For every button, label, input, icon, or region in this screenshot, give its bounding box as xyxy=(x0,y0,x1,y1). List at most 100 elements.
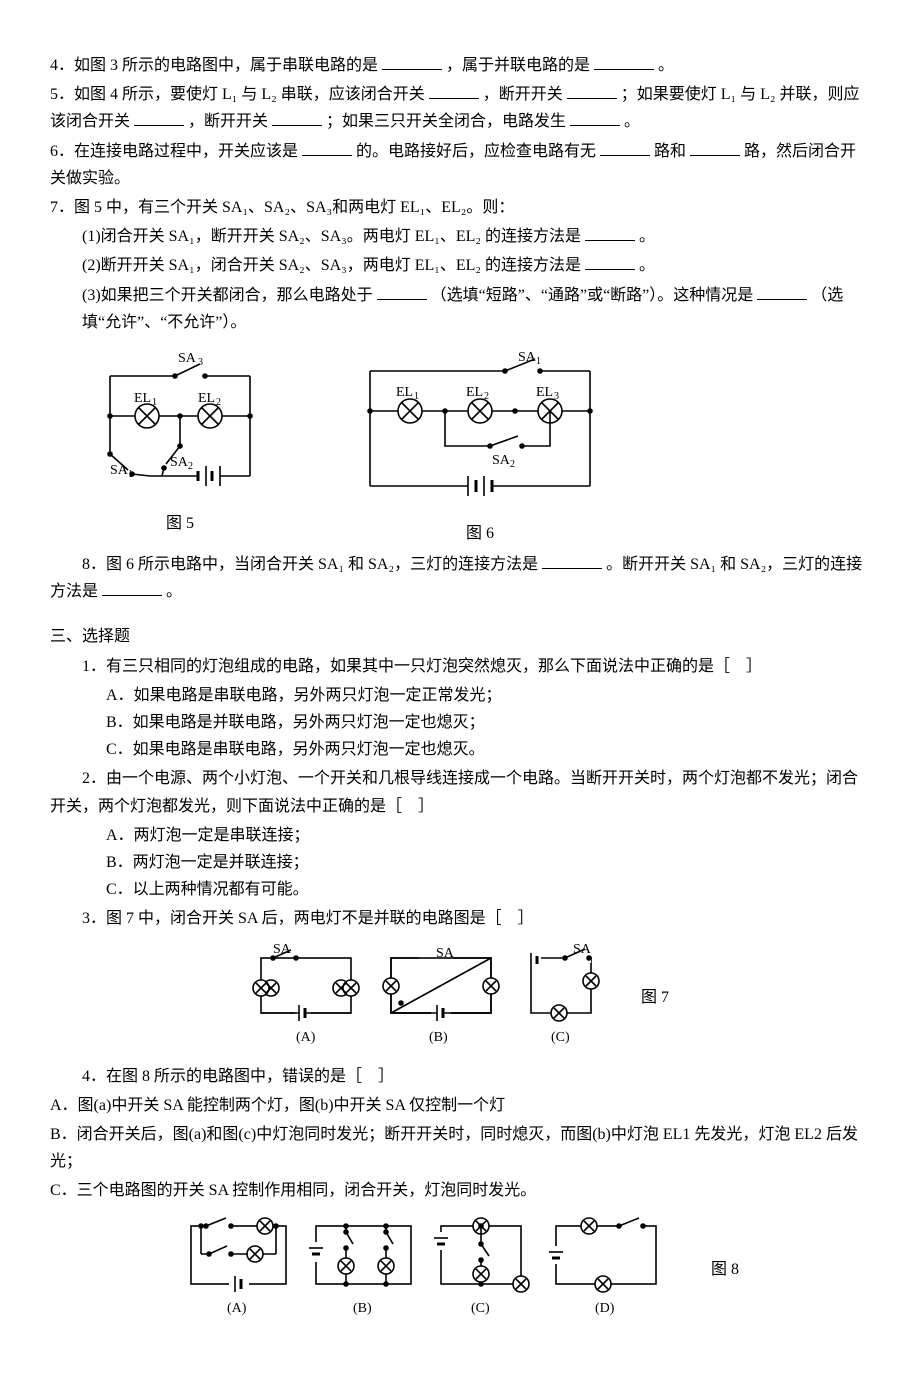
q6-a: 6．在连接电路过程中，开关应该是 xyxy=(50,143,298,160)
question-7-p3: (3)如果把三个开关都闭合，那么电路处于 （选填“短路”、“通路”或“断路”）。… xyxy=(50,282,870,336)
svg-text:SA: SA xyxy=(110,463,129,478)
q7-p3b: （选填“短路”、“通路”或“断路”）。这种情况是 xyxy=(431,287,754,304)
q8-blank-1[interactable] xyxy=(542,552,602,569)
q5-a: 5．如图 4 所示，要使灯 L₁ 与 L₂ 串联，应该闭合开关 xyxy=(50,86,425,103)
q5-f: 。 xyxy=(624,113,640,130)
q7-blank-1[interactable] xyxy=(585,224,635,241)
figure-8-caption: 图 8 xyxy=(711,1256,739,1283)
q7-p2b: 。 xyxy=(639,257,655,274)
svg-text:2: 2 xyxy=(216,397,221,408)
svg-text:EL: EL xyxy=(198,391,215,406)
q5-b: ，断开开关 xyxy=(483,86,563,103)
figure-row-5-6: SA3 EL1 EL2 SA1 SA2 图 5 xyxy=(80,346,870,547)
q4-text-b: ，属于并联电路的是 xyxy=(446,57,590,74)
q5-d: ，断开开关 xyxy=(188,113,268,130)
figure-5-caption: 图 5 xyxy=(80,510,280,537)
svg-text:SA: SA xyxy=(178,351,197,366)
svg-text:1: 1 xyxy=(536,356,541,367)
q4-text-a: 4．如图 3 所示的电路图中，属于串联电路的是 xyxy=(50,57,378,74)
question-7-p2: (2)断开开关 SA₁，闭合开关 SA₂、SA₃，两电灯 EL₁、EL₂ 的连接… xyxy=(50,252,870,279)
section-3-heading: 三、选择题 xyxy=(50,623,870,650)
svg-text:EL: EL xyxy=(536,385,553,400)
figure-5-svg: SA3 EL1 EL2 SA1 SA2 xyxy=(80,346,280,506)
q8-c: 。 xyxy=(166,583,182,600)
svg-text:SA: SA xyxy=(518,350,537,365)
svg-text:(C): (C) xyxy=(551,1030,570,1045)
svg-text:SA: SA xyxy=(170,455,189,470)
svg-text:2: 2 xyxy=(188,461,193,472)
mc4-A: A．图(a)中开关 SA 能控制两个灯，图(b)中开关 SA 仅控制一个灯 xyxy=(50,1092,870,1119)
mc4-q: 4．在图 8 所示的电路图中，错误的是［ ］ xyxy=(50,1063,870,1090)
svg-text:(B): (B) xyxy=(429,1030,448,1045)
figure-8-svg: (A) (B) (C) (D) xyxy=(181,1214,681,1324)
svg-text:1: 1 xyxy=(128,469,133,480)
figure-8-row: (A) (B) (C) (D) 图 8 xyxy=(50,1214,870,1324)
q5-blank-5[interactable] xyxy=(570,109,620,126)
mc4-C: C．三个电路图的开关 SA 控制作用相同，闭合开关，灯泡同时发光。 xyxy=(50,1177,870,1204)
mc1-B: B．如果电路是并联电路，另外两只灯泡一定也熄灭； xyxy=(50,709,870,736)
q7-p3a: (3)如果把三个开关都闭合，那么电路处于 xyxy=(82,287,373,304)
svg-text:SA: SA xyxy=(273,943,292,957)
svg-text:(D): (D) xyxy=(595,1301,615,1316)
q7-blank-4[interactable] xyxy=(757,283,807,300)
mc1-q: 1．有三只相同的灯泡组成的电路，如果其中一只灯泡突然熄灭，那么下面说法中正确的是… xyxy=(50,653,870,680)
figure-6-caption: 图 6 xyxy=(340,520,620,547)
q5-blank-1[interactable] xyxy=(429,82,479,99)
q6-blank-2[interactable] xyxy=(600,139,650,156)
mc4-B: B．闭合开关后，图(a)和图(c)中灯泡同时发光；断开开关时，同时熄灭，而图(b… xyxy=(50,1121,870,1175)
q7-p1b: 。 xyxy=(639,228,655,245)
svg-text:SA: SA xyxy=(492,453,511,468)
svg-text:3: 3 xyxy=(554,391,559,402)
q4-end: 。 xyxy=(658,57,674,74)
figure-5: SA3 EL1 EL2 SA1 SA2 图 5 xyxy=(80,346,280,547)
mc2-q: 2．由一个电源、两个小灯泡、一个开关和几根导线连接成一个电路。当断开开关时，两个… xyxy=(50,765,870,819)
question-7-intro: 7．图 5 中，有三个开关 SA₁、SA₂、SA₃和两电灯 EL₁、EL₂。则： xyxy=(50,194,870,221)
q8-a: 8．图 6 所示电路中，当闭合开关 SA₁ 和 SA₂，三灯的连接方法是 xyxy=(82,556,538,573)
mc3-q: 3．图 7 中，闭合开关 SA 后，两电灯不是并联的电路图是［ ］ xyxy=(50,905,870,932)
q6-blank-1[interactable] xyxy=(302,139,352,156)
svg-text:(A): (A) xyxy=(227,1301,247,1316)
svg-text:(C): (C) xyxy=(471,1301,490,1316)
q4-blank-1[interactable] xyxy=(382,53,442,70)
q5-e: ；如果三只开关全闭合，电路发生 xyxy=(326,113,566,130)
svg-text:EL: EL xyxy=(396,385,413,400)
figure-6-svg: SA1 EL1 EL2 EL3 SA2 xyxy=(340,346,620,516)
svg-text:EL: EL xyxy=(466,385,483,400)
question-4: 4．如图 3 所示的电路图中，属于串联电路的是 ，属于并联电路的是 。 xyxy=(50,52,870,79)
q4-blank-2[interactable] xyxy=(594,53,654,70)
figure-7-svg: SA xyxy=(251,943,611,1053)
svg-text:3: 3 xyxy=(198,357,203,368)
figure-7-row: SA xyxy=(50,943,870,1053)
question-8: 8．图 6 所示电路中，当闭合开关 SA₁ 和 SA₂，三灯的连接方法是 。断开… xyxy=(50,551,870,605)
figure-6: SA1 EL1 EL2 EL3 SA2 图 6 xyxy=(340,346,620,547)
svg-text:1: 1 xyxy=(414,391,419,402)
question-6: 6．在连接电路过程中，开关应该是 的。电路接好后，应检查电路有无 路和 路，然后… xyxy=(50,138,870,192)
figure-7-caption: 图 7 xyxy=(641,984,669,1011)
q8-blank-2[interactable] xyxy=(102,579,162,596)
q6-b: 的。电路接好后，应检查电路有无 xyxy=(356,143,596,160)
svg-text:1: 1 xyxy=(152,397,157,408)
mc2-B: B．两灯泡一定是并联连接； xyxy=(50,849,870,876)
question-5: 5．如图 4 所示，要使灯 L₁ 与 L₂ 串联，应该闭合开关 ，断开开关 ；如… xyxy=(50,81,870,135)
question-7-p1: (1)闭合开关 SA₁，断开开关 SA₂、SA₃。两电灯 EL₁、EL₂ 的连接… xyxy=(50,223,870,250)
q5-blank-2[interactable] xyxy=(567,82,617,99)
svg-text:SA: SA xyxy=(436,946,455,961)
q6-c: 路和 xyxy=(654,143,686,160)
q7-blank-3[interactable] xyxy=(377,283,427,300)
q7-p2a: (2)断开开关 SA₁，闭合开关 SA₂、SA₃，两电灯 EL₁、EL₂ 的连接… xyxy=(82,257,581,274)
svg-text:2: 2 xyxy=(510,459,515,470)
q5-blank-3[interactable] xyxy=(134,109,184,126)
svg-text:2: 2 xyxy=(484,391,489,402)
svg-text:(A): (A) xyxy=(296,1030,316,1045)
mc1-A: A．如果电路是串联电路，另外两只灯泡一定正常发光； xyxy=(50,682,870,709)
q7-p1a: (1)闭合开关 SA₁，断开开关 SA₂、SA₃。两电灯 EL₁、EL₂ 的连接… xyxy=(82,228,581,245)
mc2-A: A．两灯泡一定是串联连接； xyxy=(50,822,870,849)
mc1-C: C．如果电路是串联电路，另外两只灯泡一定也熄灭。 xyxy=(50,736,870,763)
svg-text:EL: EL xyxy=(134,391,151,406)
q6-blank-3[interactable] xyxy=(690,139,740,156)
svg-text:(B): (B) xyxy=(353,1301,372,1316)
mc2-C: C．以上两种情况都有可能。 xyxy=(50,876,870,903)
svg-text:SA: SA xyxy=(573,943,592,957)
q5-blank-4[interactable] xyxy=(272,109,322,126)
q7-blank-2[interactable] xyxy=(585,253,635,270)
